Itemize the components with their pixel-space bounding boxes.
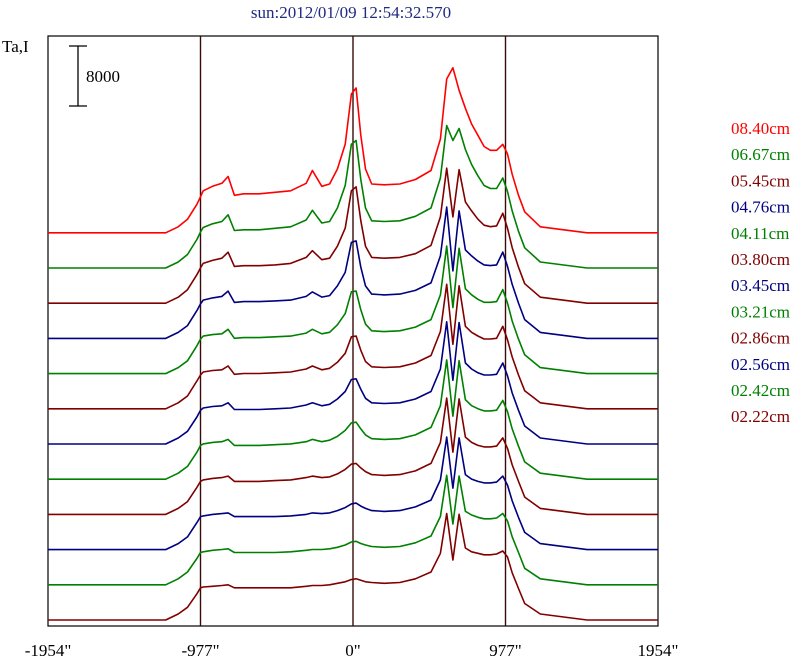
series-line-08.40cm bbox=[48, 67, 658, 234]
legend: 08.40cm 06.67cm 05.45cm 04.76cm 04.11cm 03.80… bbox=[731, 119, 790, 426]
x-tick-label-1: -977" bbox=[181, 641, 219, 660]
legend-item-5: 03.80cm bbox=[731, 250, 790, 269]
series-line-02.42cm bbox=[48, 474, 658, 586]
legend-item-9: 02.56cm bbox=[731, 355, 790, 374]
series-line-04.11cm bbox=[48, 245, 658, 375]
series-line-02.56cm bbox=[48, 436, 658, 551]
x-tick-label-3: 977" bbox=[489, 641, 521, 660]
y-axis-label: Ta,I bbox=[2, 37, 29, 56]
x-tick-label-4: 1954" bbox=[638, 641, 679, 660]
series-line-03.45cm bbox=[48, 321, 658, 445]
x-tick-label-2: 0" bbox=[345, 641, 360, 660]
legend-item-10: 02.42cm bbox=[731, 381, 790, 400]
series-line-06.67cm bbox=[48, 124, 658, 269]
x-tick-label-0: -1954" bbox=[25, 641, 72, 660]
legend-item-1: 06.67cm bbox=[731, 145, 790, 164]
series-line-05.45cm bbox=[48, 167, 658, 304]
legend-item-4: 04.11cm bbox=[731, 224, 789, 243]
series-line-02.22cm bbox=[48, 512, 658, 621]
series-line-03.80cm bbox=[48, 283, 658, 410]
series-line-04.76cm bbox=[48, 206, 658, 340]
legend-item-6: 03.45cm bbox=[731, 276, 790, 295]
reference-lines bbox=[199, 36, 507, 626]
legend-item-3: 04.76cm bbox=[731, 198, 790, 217]
legend-item-11: 02.22cm bbox=[731, 407, 790, 426]
legend-item-2: 05.45cm bbox=[731, 171, 790, 190]
legend-item-0: 08.40cm bbox=[731, 119, 790, 138]
chart-title: sun:2012/01/09 12:54:32.570 bbox=[251, 3, 451, 22]
scale-bar-label: 8000 bbox=[86, 67, 120, 86]
legend-item-7: 03.21cm bbox=[731, 302, 790, 321]
x-tick-labels: -1954" -977" 0" 977" 1954" bbox=[25, 641, 679, 660]
scale-bar: 8000 bbox=[69, 45, 120, 107]
series-lines bbox=[48, 67, 658, 621]
series-line-03.21cm bbox=[48, 359, 658, 480]
legend-item-8: 02.86cm bbox=[731, 329, 790, 348]
series-line-02.86cm bbox=[48, 397, 658, 516]
